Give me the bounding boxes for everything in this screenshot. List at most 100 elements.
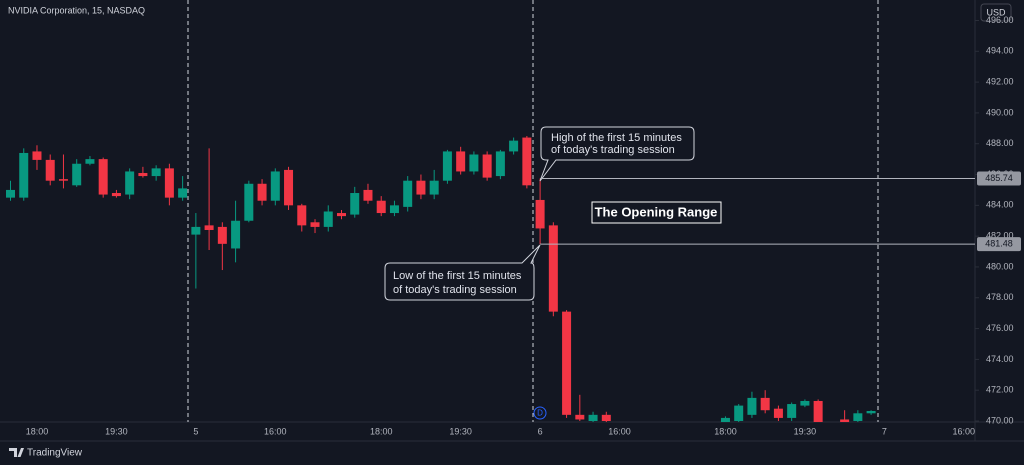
y-tick-label: 488.00 — [986, 138, 1014, 148]
candle-body — [85, 159, 95, 164]
candle-body — [720, 417, 730, 422]
candle-body — [376, 200, 386, 214]
high-callout — [539, 126, 695, 182]
candle-body — [575, 414, 585, 420]
candle-body — [204, 225, 214, 230]
candle-body — [787, 404, 797, 418]
candle-body — [164, 168, 174, 198]
candle-body — [416, 180, 426, 195]
candle-body — [840, 419, 850, 422]
candle-body — [535, 199, 545, 229]
x-tick-label: 19:30 — [105, 426, 128, 436]
low-note-line: Low of the first 15 minutes — [393, 270, 522, 282]
y-tick-label: 474.00 — [986, 354, 1014, 364]
candle-body — [337, 213, 346, 217]
y-tick-label: 480.00 — [986, 261, 1014, 271]
x-tick-label: 18:00 — [26, 426, 49, 436]
chart-title: NVIDIA Corporation, 15, NASDAQ — [8, 5, 145, 15]
candle-body — [548, 225, 558, 312]
candle-body — [310, 222, 320, 227]
candle-body — [323, 211, 333, 227]
x-tick-label: 19:30 — [449, 426, 472, 436]
x-tick-label: 19:30 — [794, 426, 817, 436]
level-label: 481.48 — [985, 239, 1013, 249]
high-note-line: High of the first 15 minutes — [551, 132, 682, 144]
x-tick-label: 7 — [882, 426, 887, 436]
candle-body — [773, 408, 783, 418]
candle-body — [191, 226, 201, 235]
candle-body — [151, 168, 161, 177]
currency-button[interactable] — [980, 3, 1012, 22]
high-note-line: of today's trading session — [551, 144, 675, 156]
candle-body — [813, 400, 823, 422]
candle-body — [72, 163, 82, 186]
range-box — [591, 201, 722, 224]
candle-body — [217, 226, 227, 244]
candle-body — [588, 414, 598, 421]
candle-body — [456, 151, 466, 172]
candle-body — [495, 151, 505, 177]
candle-body — [522, 137, 532, 186]
y-tick-label: 476.00 — [986, 323, 1014, 333]
candle-body — [403, 180, 413, 207]
candle-body — [58, 179, 68, 181]
x-tick-label: 18:00 — [714, 426, 737, 436]
y-tick-label: 472.00 — [986, 385, 1014, 395]
y-tick-label: 492.00 — [986, 76, 1014, 86]
y-tick-label: 470.00 — [986, 415, 1014, 425]
candle-body — [111, 193, 121, 197]
candle-body — [45, 159, 55, 181]
candle-body — [6, 189, 15, 198]
candle-body — [747, 397, 757, 415]
dividend-marker-label[interactable]: D — [537, 409, 543, 418]
brand: TradingView — [27, 448, 83, 459]
candle-body — [19, 152, 29, 198]
candle-body — [284, 169, 294, 206]
x-tick-label: 18:00 — [370, 426, 393, 436]
y-tick-label: 496.00 — [986, 15, 1014, 25]
candle-body — [125, 171, 135, 195]
candle-body — [760, 397, 770, 411]
dividend-marker[interactable] — [533, 406, 547, 420]
candle-body — [257, 183, 267, 201]
currency[interactable]: USD — [986, 7, 1006, 17]
candle-body — [363, 189, 373, 201]
x-tick-label: 16:00 — [953, 426, 976, 436]
brand-logo — [9, 448, 24, 457]
candle-body — [509, 140, 519, 152]
candle-body — [244, 183, 254, 221]
level-tag — [977, 171, 1021, 186]
candle-body — [800, 400, 810, 406]
y-tick-label: 490.00 — [986, 107, 1014, 117]
candles — [6, 136, 876, 422]
candle-body — [98, 159, 108, 195]
low-note-line: of today's trading session — [393, 284, 517, 296]
x-tick-label: 16:00 — [608, 426, 631, 436]
low-callout — [384, 244, 541, 301]
candle-body — [482, 154, 492, 178]
candle-body — [270, 171, 280, 201]
candle-body — [601, 414, 611, 421]
x-tick-label: 16:00 — [264, 426, 287, 436]
candle-body — [389, 205, 399, 214]
candle-body — [442, 151, 452, 181]
candle-body — [866, 410, 876, 414]
level-label: 485.74 — [985, 173, 1013, 183]
candle-body — [562, 311, 572, 415]
range-label: The Opening Range — [595, 204, 718, 219]
y-tick-label: 478.00 — [986, 292, 1014, 302]
candle-body — [32, 151, 42, 160]
candle-body — [178, 188, 188, 198]
candle-body — [853, 413, 863, 421]
candle-body — [231, 220, 241, 249]
candle-body — [350, 193, 360, 215]
y-tick-label: 494.00 — [986, 46, 1014, 56]
candle-body — [138, 172, 148, 177]
candle-body — [734, 405, 744, 421]
level-tag — [977, 237, 1021, 252]
candle-body — [297, 205, 307, 226]
x-tick-label: 5 — [193, 426, 198, 436]
candle-body — [469, 154, 479, 172]
